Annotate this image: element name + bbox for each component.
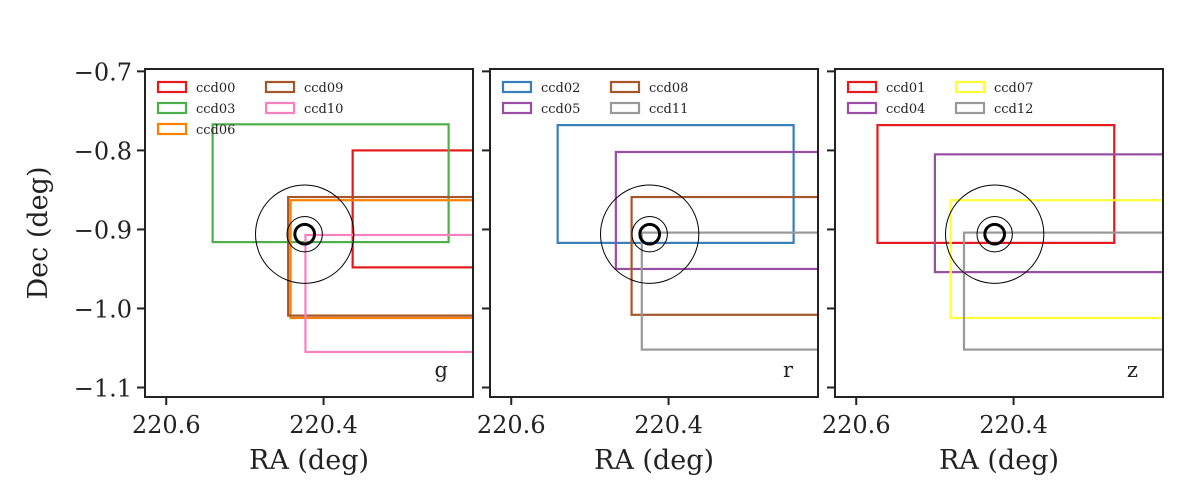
x-tick-label: 220.4 bbox=[289, 411, 358, 439]
legend-item-ccd10: ccd10 bbox=[264, 101, 343, 117]
legend-swatch bbox=[156, 122, 188, 136]
legend-item-ccd12: ccd12 bbox=[954, 101, 1033, 117]
legend-swatch bbox=[954, 80, 986, 94]
plot-area-g bbox=[211, 123, 473, 354]
legend-item-ccd01: ccd01 bbox=[846, 80, 925, 96]
band-label: g bbox=[435, 358, 448, 382]
legend-item-ccd08: ccd08 bbox=[609, 80, 688, 96]
y-tick-label: −0.7 bbox=[74, 58, 132, 86]
legend-label: ccd07 bbox=[994, 81, 1033, 96]
legend-label: ccd08 bbox=[649, 81, 688, 96]
band-label: r bbox=[783, 358, 794, 382]
ccd-rect-ccd12 bbox=[962, 231, 1163, 351]
legend: ccd00 ccd03 ccd06 ccd09 ccd10 bbox=[156, 80, 343, 138]
legend-label: ccd09 bbox=[304, 81, 343, 96]
ccd-rect-ccd00 bbox=[351, 149, 473, 269]
ccd-rect-ccd03 bbox=[211, 123, 450, 244]
legend-swatch bbox=[954, 101, 986, 115]
y-tick-label: −1.0 bbox=[74, 295, 132, 323]
legend-swatch bbox=[501, 80, 533, 94]
legend-swatch bbox=[846, 80, 878, 94]
y-tick-label: −0.8 bbox=[74, 137, 132, 165]
band-label: z bbox=[1127, 358, 1138, 382]
legend-label: ccd00 bbox=[196, 81, 235, 96]
plot-area-r bbox=[556, 124, 818, 351]
ccd-rect-ccd07 bbox=[949, 199, 1163, 320]
legend-label: ccd02 bbox=[541, 81, 580, 96]
legend-label: ccd04 bbox=[886, 102, 925, 117]
panel-frame bbox=[834, 68, 1164, 398]
ccd-rect-ccd06 bbox=[289, 199, 473, 320]
aperture-circle-2 bbox=[286, 215, 323, 253]
legend-item-ccd07: ccd07 bbox=[954, 80, 1033, 96]
legend-swatch bbox=[264, 80, 296, 94]
legend-swatch bbox=[501, 101, 533, 115]
x-tick-label: 220.4 bbox=[634, 411, 703, 439]
aperture-circle-2 bbox=[631, 215, 668, 253]
x-axis-label: RA (deg) bbox=[939, 445, 1059, 476]
x-axis-label: RA (deg) bbox=[594, 445, 714, 476]
ccd-rect-ccd08 bbox=[630, 195, 818, 316]
legend-label: ccd06 bbox=[196, 123, 235, 138]
legend-swatch bbox=[156, 80, 188, 94]
legend-item-ccd06: ccd06 bbox=[156, 122, 235, 138]
y-tick-label: −0.9 bbox=[74, 216, 132, 244]
legend-item-ccd03: ccd03 bbox=[156, 101, 235, 117]
plot-area-z bbox=[876, 124, 1163, 351]
legend-label: ccd01 bbox=[886, 81, 925, 96]
legend-swatch bbox=[846, 101, 878, 115]
aperture-circle-2 bbox=[976, 215, 1013, 253]
ccd-rect-ccd04 bbox=[933, 153, 1163, 274]
legend-item-ccd09: ccd09 bbox=[264, 80, 343, 96]
legend-label: ccd12 bbox=[994, 102, 1033, 117]
x-tick-label: 220.4 bbox=[979, 411, 1048, 439]
legend-label: ccd11 bbox=[649, 102, 688, 117]
ccd-rect-ccd05 bbox=[614, 150, 818, 271]
x-tick-label: 220.6 bbox=[477, 411, 546, 439]
aperture-circle-3 bbox=[255, 184, 355, 284]
aperture-circle-3 bbox=[600, 184, 700, 284]
legend-item-ccd04: ccd04 bbox=[846, 101, 925, 117]
x-axis-label: RA (deg) bbox=[249, 445, 369, 476]
legend-label: ccd10 bbox=[304, 102, 343, 117]
ccd-rect-ccd02 bbox=[556, 124, 795, 244]
panel-r: 220.6 220.4 RA (deg) r ccd02 ccd05 ccd08 ccd11 bbox=[477, 68, 819, 476]
legend-swatch bbox=[609, 80, 641, 94]
y-tick-label: −1.1 bbox=[74, 375, 132, 403]
panel-z: 220.6 220.4 RA (deg) z ccd01 ccd04 ccd07 ccd12 bbox=[822, 68, 1164, 476]
aperture-circle-3 bbox=[945, 184, 1045, 284]
ccd-rect-ccd11 bbox=[640, 231, 818, 351]
legend-item-ccd05: ccd05 bbox=[501, 101, 580, 117]
x-tick-label: 220.6 bbox=[132, 411, 201, 439]
aperture-circle-1 bbox=[638, 222, 662, 246]
aperture-circle-1 bbox=[293, 222, 317, 246]
legend: ccd01 ccd04 ccd07 ccd12 bbox=[846, 80, 1033, 117]
panel-frame bbox=[144, 68, 474, 398]
legend-swatch bbox=[609, 101, 641, 115]
legend-item-ccd02: ccd02 bbox=[501, 80, 580, 96]
x-tick-label: 220.6 bbox=[822, 411, 891, 439]
y-axis-label: Dec (deg) bbox=[23, 167, 54, 300]
panel-frame bbox=[489, 68, 819, 398]
aperture-circle-1 bbox=[983, 222, 1007, 246]
legend-item-ccd00: ccd00 bbox=[156, 80, 235, 96]
legend-swatch bbox=[156, 101, 188, 115]
legend-item-ccd11: ccd11 bbox=[609, 101, 688, 117]
ccd-rect-ccd10 bbox=[304, 233, 473, 354]
legend-label: ccd05 bbox=[541, 102, 580, 117]
legend-swatch bbox=[264, 101, 296, 115]
ccd-rect-ccd09 bbox=[287, 195, 473, 317]
legend: ccd02 ccd05 ccd08 ccd11 bbox=[501, 80, 688, 117]
legend-label: ccd03 bbox=[196, 102, 235, 117]
